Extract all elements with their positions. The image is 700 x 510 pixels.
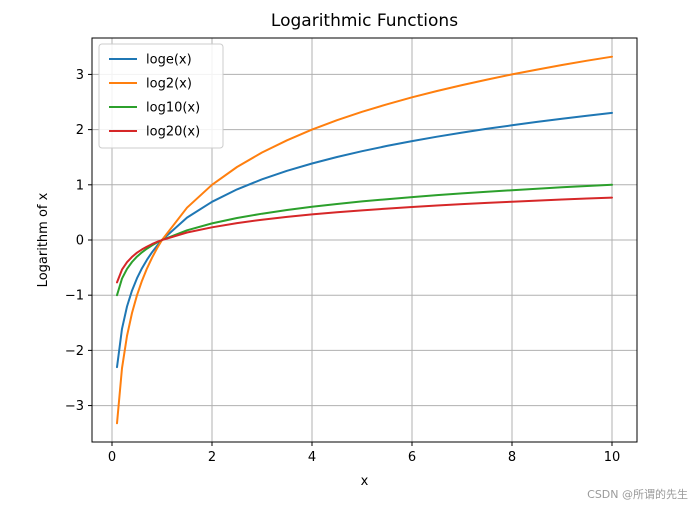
series-line	[116, 183, 613, 297]
y-tick-label: −2	[65, 344, 84, 359]
x-tick-label: 10	[604, 450, 621, 465]
axis-ticks: 0 2 4 6 8 10 −3 −2 −1 0 1 2 3	[65, 68, 620, 465]
legend-label: loge(x)	[146, 53, 192, 68]
legend-label: log2(x)	[146, 77, 192, 92]
x-axis-label: x	[361, 474, 369, 489]
y-tick-label: 2	[76, 123, 84, 138]
watermark-text: CSDN @所谓的先生	[587, 488, 688, 501]
x-tick-label: 2	[208, 450, 216, 465]
x-tick-label: 4	[308, 450, 316, 465]
y-tick-label: −1	[65, 289, 84, 304]
y-axis-label: Logarithm of x	[36, 192, 51, 287]
y-tick-label: −3	[65, 399, 84, 414]
y-tick-label: 1	[76, 178, 84, 193]
y-tick-label: 3	[76, 68, 84, 83]
legend-box	[98, 43, 224, 149]
series-line	[116, 55, 613, 425]
x-tick-label: 8	[508, 450, 516, 465]
series-line	[116, 196, 613, 284]
x-tick-label: 6	[408, 450, 416, 465]
legend-label: log10(x)	[146, 101, 200, 116]
y-tick-label: 0	[76, 234, 84, 249]
legend: loge(x) log2(x) log10(x) log20(x)	[98, 43, 224, 149]
legend-label: log20(x)	[146, 125, 200, 140]
x-tick-label: 0	[108, 450, 116, 465]
chart-title: Logarithmic Functions	[271, 11, 458, 31]
series-line	[116, 111, 613, 369]
series-lines	[116, 55, 613, 425]
